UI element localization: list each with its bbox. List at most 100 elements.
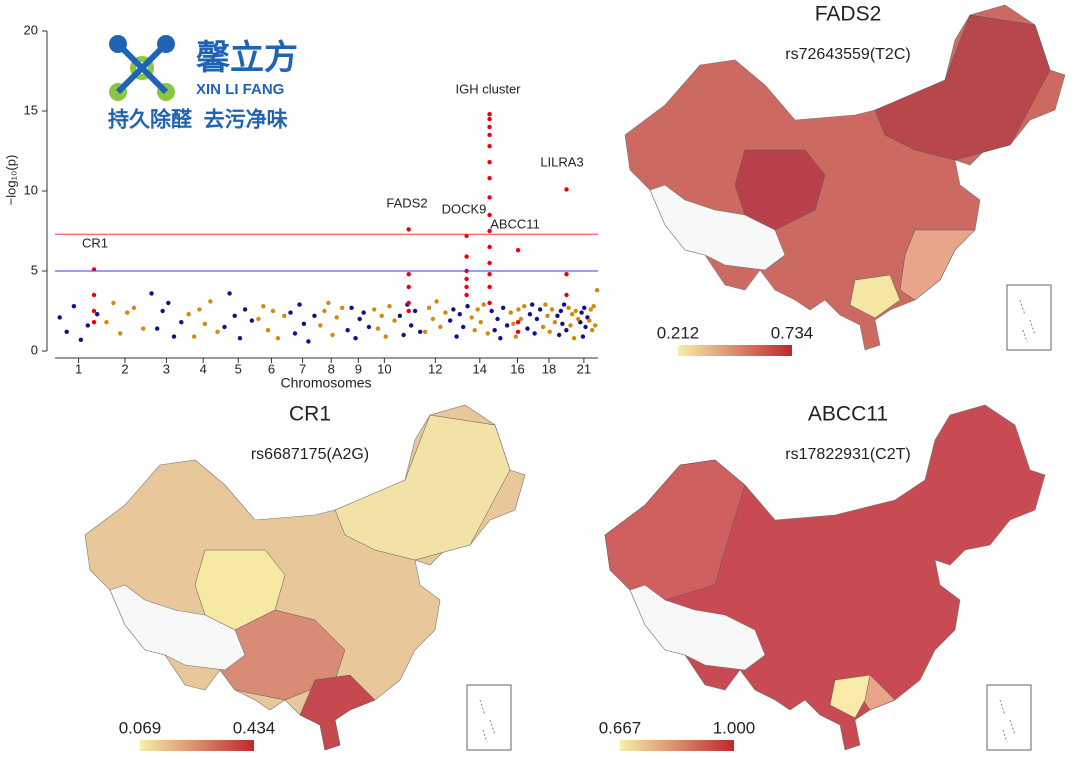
point: [580, 334, 586, 339]
point: [451, 307, 456, 312]
point: [412, 308, 418, 314]
point: [202, 321, 208, 326]
inset-box: [466, 684, 512, 751]
point: [487, 144, 492, 149]
point: [529, 302, 535, 307]
colorbar-label: 0.667: [599, 718, 642, 737]
point: [511, 321, 516, 326]
logo-name: 馨立方: [196, 39, 298, 77]
map-title: FADS2: [815, 3, 882, 26]
point: [487, 132, 492, 138]
point: [457, 312, 462, 317]
annotation: IGH cluster: [455, 81, 521, 96]
y-tick-label: 10: [24, 182, 38, 197]
point: [111, 300, 116, 306]
region: [849, 274, 901, 319]
point: [91, 292, 97, 298]
point: [292, 331, 298, 336]
point: [487, 112, 492, 117]
point: [532, 331, 537, 336]
map-title: ABCC11: [808, 403, 888, 426]
region: [829, 674, 871, 719]
point: [334, 315, 339, 320]
point: [375, 326, 381, 331]
point: [540, 324, 546, 330]
colorbar-label: 0.734: [771, 323, 814, 342]
point: [579, 310, 584, 315]
point: [545, 313, 550, 318]
point: [222, 324, 227, 330]
logo: 馨立方 XIN LI FANG 持久除醛 去污净味: [108, 35, 298, 132]
point: [160, 308, 165, 314]
point: [179, 320, 184, 325]
point: [464, 292, 469, 298]
point: [379, 313, 384, 318]
point: [227, 291, 232, 296]
annotation: ABCC11: [490, 216, 540, 231]
point: [573, 308, 578, 314]
point: [585, 315, 590, 320]
point: [438, 324, 443, 330]
point: [561, 302, 567, 307]
point: [288, 310, 293, 315]
point: [361, 310, 366, 315]
point: [460, 324, 466, 330]
point: [485, 331, 490, 336]
point: [487, 272, 492, 277]
point: [64, 329, 69, 334]
colorbar-label: 1.000: [713, 718, 756, 737]
point: [549, 307, 555, 312]
point: [57, 315, 62, 320]
point: [237, 336, 243, 341]
point: [95, 312, 100, 317]
annotation: FADS2: [386, 195, 427, 210]
map: [604, 404, 1046, 751]
colorbar-label: 0.212: [657, 323, 700, 342]
point: [443, 310, 448, 315]
point: [508, 310, 513, 315]
point: [571, 336, 577, 341]
point: [464, 254, 469, 259]
point: [560, 321, 565, 326]
point: [472, 328, 477, 333]
point: [492, 328, 497, 333]
point: [464, 276, 469, 282]
point: [547, 329, 552, 334]
point: [357, 316, 362, 322]
point: [487, 244, 492, 250]
point: [525, 326, 530, 331]
x-tick-label: 18: [542, 361, 556, 376]
point: [131, 305, 137, 310]
point: [487, 300, 492, 306]
y-tick-label: 15: [24, 102, 38, 117]
point: [498, 336, 503, 341]
point: [464, 284, 469, 290]
point: [515, 248, 521, 253]
x-tick-label: 3: [163, 361, 170, 376]
point: [118, 331, 123, 336]
region-tibet: [629, 584, 766, 671]
point: [406, 284, 411, 290]
point: [322, 308, 327, 314]
x-tick-label: 2: [121, 361, 128, 376]
point: [366, 324, 372, 330]
inset-islands: [479, 699, 496, 743]
y-axis-label: −log₁₀(p): [3, 155, 18, 206]
point: [487, 212, 492, 218]
point: [261, 304, 266, 309]
map-title: CR1: [289, 403, 331, 426]
point: [297, 302, 302, 307]
point: [401, 332, 406, 338]
point: [564, 187, 569, 192]
point: [265, 328, 271, 333]
point: [487, 116, 492, 122]
point: [171, 334, 177, 339]
point: [564, 328, 569, 333]
point: [587, 318, 592, 323]
point: [186, 312, 191, 317]
region: [334, 414, 511, 561]
point: [487, 284, 492, 290]
point: [282, 313, 287, 318]
point: [256, 316, 261, 322]
point: [422, 329, 428, 334]
